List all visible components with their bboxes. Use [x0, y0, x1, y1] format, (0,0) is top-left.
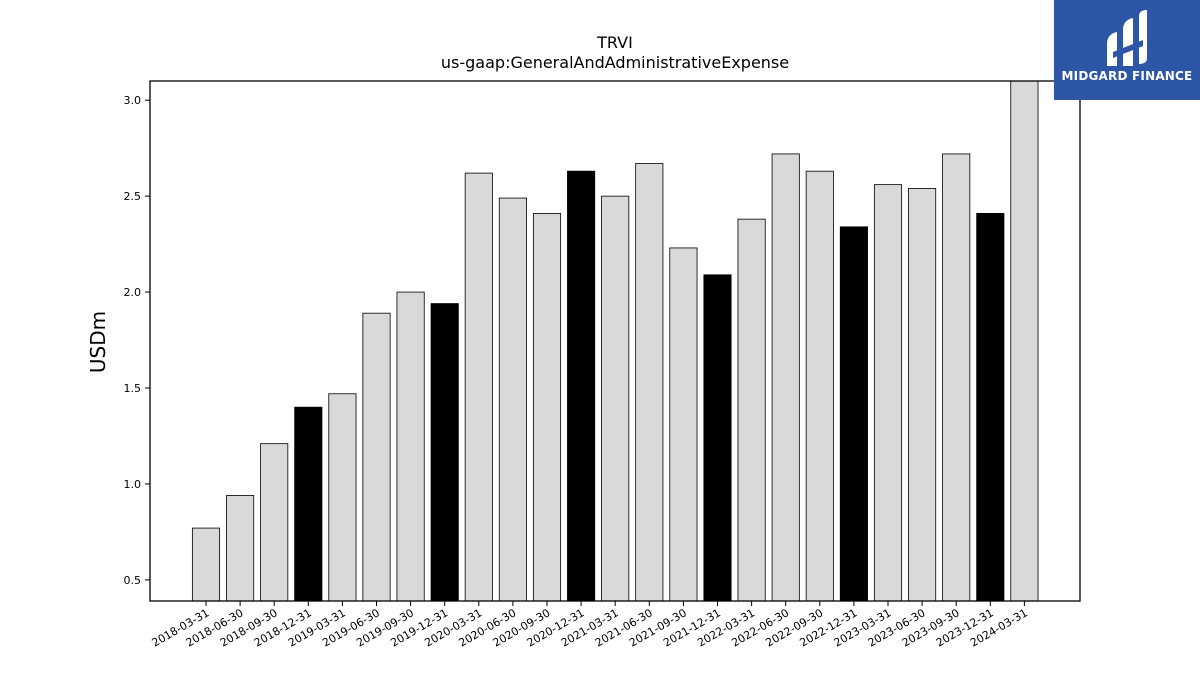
y-axis-label: USDm — [86, 311, 110, 373]
bar-2023-12-31 — [976, 212, 1005, 602]
bar-2021-09-30 — [669, 247, 698, 602]
bar-2019-03-31 — [328, 393, 357, 602]
bar-2019-06-30 — [362, 312, 391, 602]
bar-2022-03-31 — [737, 218, 766, 602]
y-tick-label: 1.0 — [124, 478, 142, 491]
bar-2023-03-31 — [873, 184, 903, 602]
y-tick-label: 3.0 — [124, 94, 142, 107]
x-axis: 2018-03-312018-06-302018-09-302018-12-31… — [150, 601, 1030, 650]
bar-2020-03-31 — [464, 172, 493, 602]
bar-2020-12-31 — [567, 170, 596, 602]
bar-2024-03-31 — [1010, 80, 1039, 602]
bar-2021-06-30 — [635, 163, 664, 602]
bar-2022-12-31 — [839, 226, 868, 602]
logo-mark-icon — [1107, 10, 1147, 66]
bar-2020-09-30 — [532, 212, 562, 602]
bar-2018-09-30 — [260, 443, 289, 602]
bar-2021-03-31 — [601, 195, 630, 602]
bar-2021-12-31 — [703, 274, 732, 602]
bar-2023-09-30 — [942, 153, 971, 602]
bar-2020-06-30 — [498, 197, 527, 602]
y-axis: 0.5 1.0 1.5 2.0 2.5 3.0 — [124, 94, 150, 587]
brand-logo: MIDGARD FINANCE — [1054, 0, 1200, 100]
plot-frame — [149, 80, 1081, 602]
chart-title: TRVI — [596, 33, 633, 52]
brand-name: MIDGARD FINANCE — [1061, 69, 1193, 83]
y-tick-label: 0.5 — [124, 574, 142, 587]
y-tick-label: 2.0 — [124, 286, 142, 299]
y-tick-label: 2.5 — [124, 190, 142, 203]
y-tick-label: 1.5 — [124, 382, 142, 395]
bars-layer — [191, 80, 1039, 602]
bar-2018-03-31 — [191, 527, 221, 602]
bar-2018-12-31 — [294, 406, 323, 602]
chart-subtitle: us-gaap:GeneralAndAdministrativeExpense — [441, 53, 789, 72]
bar-2019-12-31 — [430, 303, 459, 602]
bar-2022-06-30 — [771, 153, 800, 602]
bar-2019-09-30 — [396, 291, 425, 602]
bar-2022-09-30 — [805, 170, 834, 602]
bar-2023-06-30 — [908, 188, 937, 602]
bar-2018-06-30 — [226, 495, 255, 602]
